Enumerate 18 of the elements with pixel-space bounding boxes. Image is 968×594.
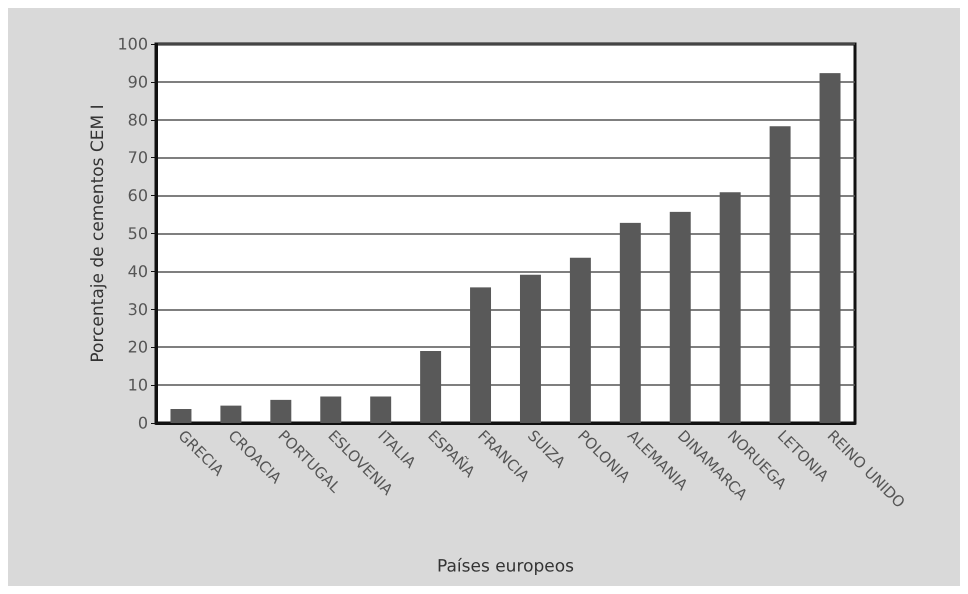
y-tick-label: 20 [128, 338, 148, 357]
y-tick-label: 70 [128, 148, 148, 168]
bar [220, 406, 242, 423]
y-axis-title: Porcentaje de cementos CEM I [88, 104, 108, 363]
bar [170, 408, 192, 423]
y-tick-label: 90 [128, 72, 148, 92]
y-tick-label: 40 [128, 262, 148, 281]
y-tick-label: 50 [128, 224, 148, 243]
bar [320, 396, 342, 423]
bar [270, 400, 292, 423]
bar [370, 396, 392, 423]
y-tick-label: 0 [138, 414, 148, 432]
y-tick-label: 30 [128, 300, 148, 319]
x-axis-title: Países europeos [437, 556, 574, 576]
y-tick-label: 60 [128, 186, 148, 206]
y-tick-label: 80 [128, 110, 148, 130]
y-tick-label: 10 [128, 376, 148, 395]
y-tick-label: 100 [117, 34, 148, 54]
